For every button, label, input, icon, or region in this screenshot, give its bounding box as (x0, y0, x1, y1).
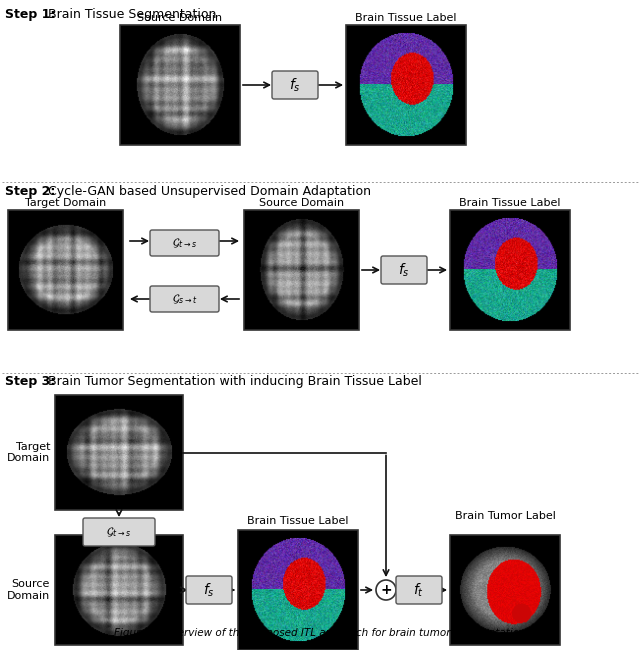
Bar (120, 25, 240, 145)
Bar (450, 210, 570, 330)
Text: Step 2:: Step 2: (5, 185, 56, 198)
FancyBboxPatch shape (150, 286, 219, 312)
FancyBboxPatch shape (381, 256, 427, 284)
Bar (450, 535, 560, 645)
Text: Brain Tissue Label: Brain Tissue Label (247, 516, 349, 526)
Text: Brain Tumor Label: Brain Tumor Label (454, 511, 556, 521)
Text: Step 3:: Step 3: (5, 375, 55, 388)
Bar (346, 25, 466, 145)
Text: $f_s$: $f_s$ (203, 581, 215, 599)
Text: $\mathcal{G}_{t \rightarrow s}$: $\mathcal{G}_{t \rightarrow s}$ (172, 236, 197, 250)
FancyBboxPatch shape (272, 71, 318, 99)
Text: Target Domain: Target Domain (25, 198, 106, 208)
Text: Source Domain: Source Domain (138, 13, 223, 23)
FancyBboxPatch shape (150, 230, 219, 256)
Text: Target
Domain: Target Domain (7, 442, 50, 463)
Text: Brain Tissue Segmentation: Brain Tissue Segmentation (44, 8, 216, 21)
Text: Source Domain: Source Domain (259, 198, 344, 208)
FancyBboxPatch shape (186, 576, 232, 604)
Bar (55, 395, 183, 510)
Text: $f_s$: $f_s$ (398, 261, 410, 279)
Bar (8, 210, 123, 330)
FancyBboxPatch shape (396, 576, 442, 604)
Text: Source
Domain: Source Domain (7, 579, 50, 601)
Text: Brain Tumor Segmentation with inducing Brain Tissue Label: Brain Tumor Segmentation with inducing B… (44, 375, 422, 388)
FancyBboxPatch shape (83, 518, 155, 546)
Text: Figure 1: Overview of the proposed ITL approach for brain tumor segmentation: Figure 1: Overview of the proposed ITL a… (114, 628, 526, 638)
Circle shape (376, 580, 396, 600)
Text: $\mathcal{G}_{t \rightarrow s}$: $\mathcal{G}_{t \rightarrow s}$ (106, 525, 132, 539)
Text: Step 1:: Step 1: (5, 8, 56, 21)
Text: $f_s$: $f_s$ (289, 76, 301, 94)
Text: $f_t$: $f_t$ (413, 581, 424, 599)
Text: $\mathcal{G}_{s \rightarrow t}$: $\mathcal{G}_{s \rightarrow t}$ (172, 292, 197, 306)
Text: +: + (380, 583, 392, 597)
Text: Brain Tissue Label: Brain Tissue Label (460, 198, 561, 208)
Text: Brain Tissue Label: Brain Tissue Label (355, 13, 457, 23)
Text: Cycle-GAN based Unsupervised Domain Adaptation: Cycle-GAN based Unsupervised Domain Adap… (44, 185, 371, 198)
Bar (55, 535, 183, 645)
Bar (238, 530, 358, 650)
Bar (244, 210, 359, 330)
